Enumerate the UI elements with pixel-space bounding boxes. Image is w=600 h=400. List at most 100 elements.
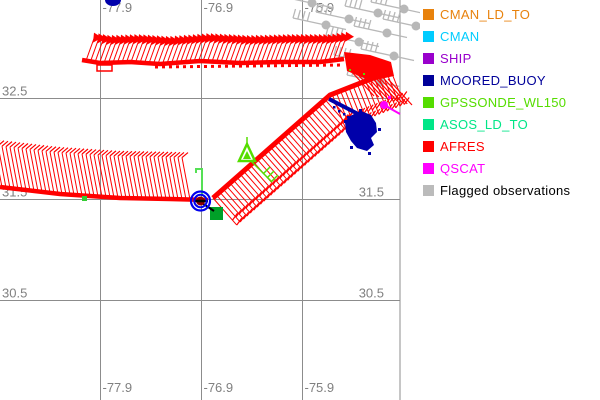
flagged-station-dot	[399, 4, 409, 14]
flagged-barb-feather	[370, 0, 373, 3]
afres-knot-hatch	[382, 77, 408, 105]
afres-wind-barb	[65, 152, 75, 196]
afres-knot-hatch	[363, 72, 389, 100]
gpssonde-barb-feather	[266, 170, 275, 179]
afres-wind-barb	[21, 148, 31, 191]
afres-track-top-leg	[81, 56, 345, 67]
moored-buoy-dot	[359, 109, 362, 112]
map-canvas[interactable]: -77.9-77.9-76.9-76.9-75.9-75.932.531.5 31…	[0, 0, 420, 400]
afres-barb-feather	[289, 162, 296, 170]
afres-wind-barb	[226, 185, 251, 214]
afres-wind-barb	[283, 134, 309, 163]
afres-barb-pennant	[277, 34, 287, 45]
legend-swatch	[423, 184, 434, 196]
afres-barb-feather	[276, 173, 283, 182]
afres-barb-feather	[89, 149, 97, 155]
afres-barb-feather	[374, 108, 381, 117]
flagged-barb-feather	[382, 9, 387, 20]
afres-barb-pennant	[205, 33, 215, 44]
afres-wind-barb	[73, 153, 83, 196]
afres-barb-feather	[145, 151, 153, 158]
afres-barb-feather	[265, 182, 272, 191]
afres-barb-pennant	[192, 34, 201, 45]
afres-wind-barb	[229, 182, 255, 211]
afres-wind-barb	[97, 154, 107, 198]
afres-barb-feather	[297, 163, 304, 172]
afres-barb-feather	[149, 151, 157, 158]
afres-barb-feather	[121, 150, 129, 157]
flagged-barb-staff	[360, 48, 415, 62]
selected-station-outer-ring[interactable]	[189, 190, 212, 212]
afres-barb-feather	[259, 188, 266, 197]
afres-barb-pennant	[264, 34, 273, 45]
afres-wind-barb	[29, 149, 39, 192]
afres-barb-feather	[93, 149, 101, 156]
afres-wind-barb	[300, 120, 326, 148]
moored-buoy-dot	[378, 128, 381, 131]
afres-barb-pennant	[142, 34, 152, 45]
grid-label-lon-bottom: -75.9	[305, 380, 335, 395]
afres-barb-pennant	[291, 34, 300, 44]
afres-wind-barb	[1, 146, 11, 189]
afres-barb-feather	[239, 214, 246, 223]
flagged-barb-feather	[374, 42, 379, 53]
afres-wind-barb	[117, 156, 127, 199]
moored-buoy-dot	[368, 152, 371, 155]
selected-station-inner-ring[interactable]	[193, 193, 208, 209]
gpssonde-triangle	[237, 141, 257, 163]
afres-barb-pennant	[331, 33, 341, 44]
grid-label-lon-bottom: -77.9	[103, 380, 133, 395]
afres-wind-barb	[236, 176, 261, 205]
afres-open-rect	[96, 64, 113, 72]
afres-wind-barb	[161, 156, 171, 200]
afres-wind-barb	[109, 155, 119, 198]
afres-barb-feather	[235, 209, 242, 218]
grid-label-lon-top: -76.9	[204, 0, 234, 15]
afres-barb-feather	[337, 120, 344, 128]
afres-barb-feather	[304, 157, 311, 166]
afres-barb-pennant	[178, 35, 188, 46]
afres-wind-barb	[69, 153, 79, 196]
legend-swatch	[423, 162, 434, 174]
afres-barb-feather	[165, 151, 173, 158]
afres-barb-pennant	[228, 34, 237, 45]
afres-barb-pennant	[183, 34, 192, 45]
afres-barb-feather	[310, 151, 317, 160]
afres-wind-barb	[125, 156, 135, 199]
afres-barb-feather	[282, 168, 289, 176]
afres-barb-feather	[327, 137, 334, 145]
afres-barb-pennant	[273, 34, 282, 45]
afres-barb-pennant	[259, 34, 269, 45]
afres-wind-barb	[93, 154, 103, 197]
afres-wind-barb	[243, 170, 268, 199]
afres-barb-pennant	[340, 32, 350, 43]
track-green-dot	[82, 196, 87, 201]
legend-label: MOORED_BUOY	[440, 72, 546, 88]
afres-turn-knot	[344, 52, 394, 81]
legend-item-cman: CMAN	[420, 25, 600, 47]
afres-barb-pennant	[120, 34, 129, 45]
afres-knot-hatch	[378, 76, 403, 104]
flagged-barb-feather	[292, 8, 297, 19]
flagged-barb-feather	[369, 41, 374, 52]
afres-barb-feather	[321, 143, 328, 151]
flagged-barb-feather	[362, 18, 367, 29]
afres-barb-feather	[45, 145, 53, 152]
afres-wind-barb	[49, 151, 59, 194]
afres-barb-feather	[371, 102, 378, 111]
legend-label: CMAN	[440, 28, 480, 44]
afres-wind-barb	[57, 152, 67, 195]
afres-barb-feather	[53, 146, 61, 153]
moored-buoy-cluster	[345, 111, 377, 151]
legend-item-cman-ld-to: CMAN_LD_TO	[420, 3, 600, 25]
afres-barb-pennant	[174, 35, 183, 46]
flagged-barb-feather	[353, 16, 358, 27]
afres-wind-barb	[13, 147, 23, 190]
afres-wind-barb	[85, 154, 95, 197]
afres-wind-barb	[280, 137, 306, 166]
afres-barb-pennant	[201, 33, 210, 44]
afres-barb-pennant	[304, 34, 314, 44]
afres-barb-feather	[313, 141, 320, 149]
flagged-barb-feather	[334, 27, 339, 38]
afres-barb-feather	[253, 202, 260, 211]
